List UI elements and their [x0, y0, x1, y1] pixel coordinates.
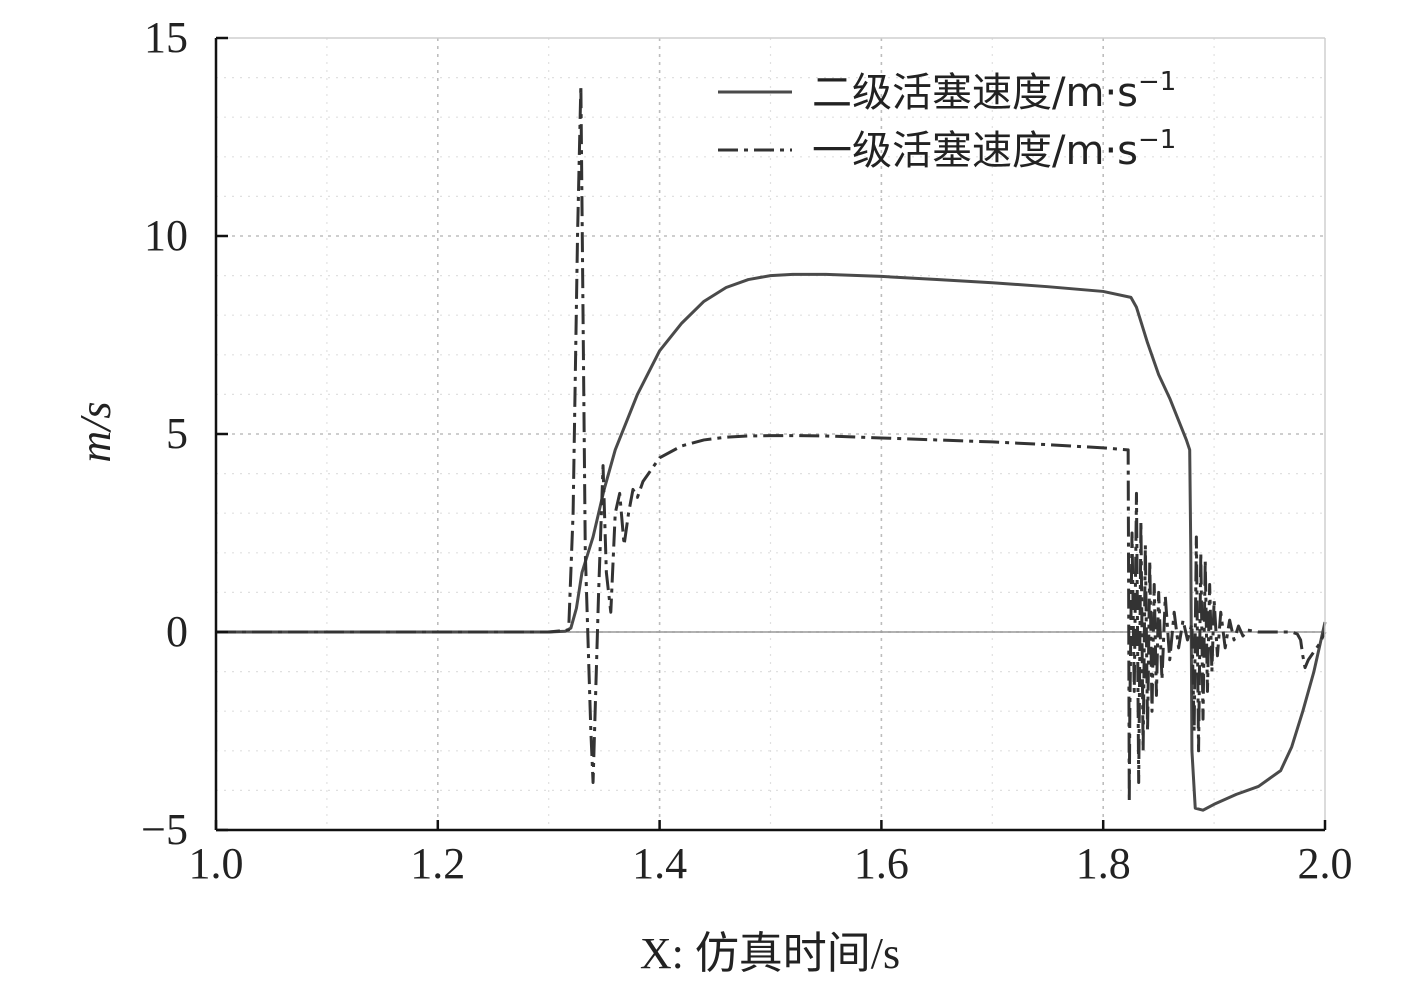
y-tick-label: 10 — [144, 211, 188, 260]
y-tick-label: 15 — [144, 13, 188, 62]
x-tick-label: 1.6 — [854, 839, 909, 888]
legend-label-series-1: 二级活塞速度/m·s−1 — [812, 67, 1176, 116]
grid-lines — [216, 38, 1325, 830]
legend-label-series-2: 一级活塞速度/m·s−1 — [812, 125, 1176, 174]
legend-label-series-1-text: 二级活塞速度/m·s — [812, 70, 1138, 116]
series-line-1 — [216, 272, 1327, 812]
y-tick-label: 5 — [166, 409, 188, 458]
y-tick-label: 0 — [166, 607, 188, 656]
legend-label-series-2-superscript: −1 — [1138, 125, 1176, 155]
tick-labels: 1.0 1.2 1.4 1.6 1.8 2.0 −5 0 5 10 15 — [141, 13, 1352, 888]
axes — [214, 36, 1327, 832]
series-layer — [216, 84, 1327, 812]
y-tick-label: −5 — [141, 805, 188, 854]
legend-label-series-1-superscript: −1 — [1138, 67, 1176, 97]
x-tick-label: 2.0 — [1298, 839, 1353, 888]
x-axis-label: X: 仿真时间/s — [640, 929, 900, 978]
legend-label-series-2-text: 一级活塞速度/m·s — [812, 128, 1138, 174]
x-tick-label: 1.4 — [632, 839, 687, 888]
x-tick-label: 1.0 — [189, 839, 244, 888]
legend: 二级活塞速度/m·s−1 一级活塞速度/m·s−1 — [718, 67, 1176, 174]
x-tick-label: 1.8 — [1076, 839, 1131, 888]
x-tick-label: 1.2 — [410, 839, 465, 888]
series-line-2 — [216, 84, 1327, 804]
y-axis-label: m/s — [71, 401, 120, 462]
